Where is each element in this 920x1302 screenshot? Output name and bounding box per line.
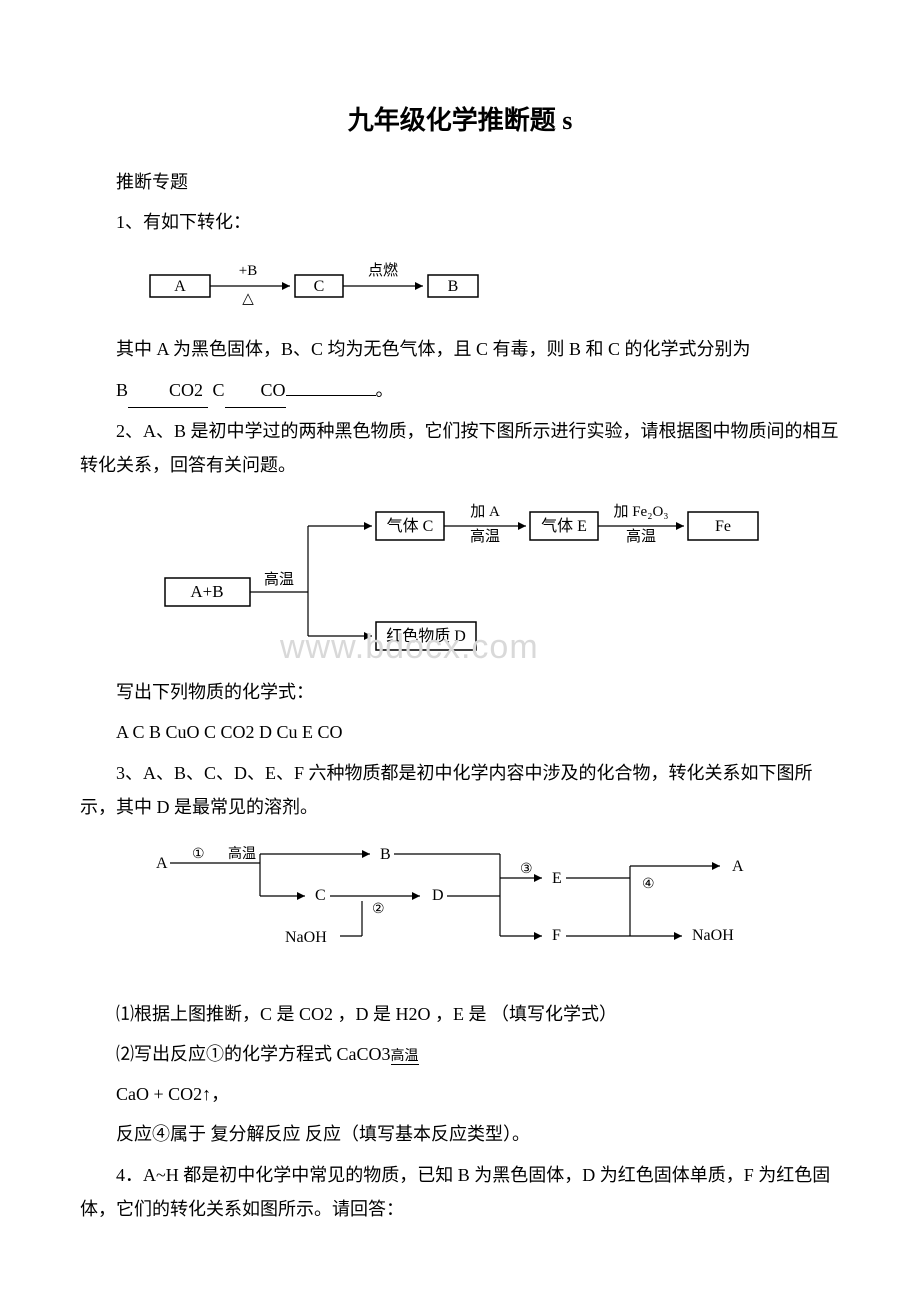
question-4-stem: 4．A~H 都是初中化学中常见的物质，已知 B 为黑色固体，D 为红色固体单质，… bbox=[80, 1158, 840, 1226]
svg-text:Fe: Fe bbox=[715, 518, 731, 535]
svg-text:B: B bbox=[380, 846, 391, 863]
svg-text:红色物质 D: 红色物质 D bbox=[386, 627, 466, 645]
svg-text:A: A bbox=[732, 858, 744, 875]
ans-end: 。 bbox=[376, 380, 394, 400]
figure-2-wrap: A+B 高温 气体 C 红色物质 D 加 A 高温 气体 E bbox=[140, 496, 840, 661]
heading-intro: 推断专题 bbox=[80, 165, 840, 199]
ans-b-value: CO2 bbox=[128, 373, 208, 408]
svg-text:高温: 高温 bbox=[228, 845, 256, 862]
svg-text:①: ① bbox=[192, 847, 205, 862]
svg-text:高温: 高温 bbox=[626, 528, 656, 545]
question-3-eq-continue: CaO + CO2↑， bbox=[80, 1077, 840, 1111]
fig2-svg: A+B 高温 气体 C 红色物质 D 加 A 高温 气体 E bbox=[140, 496, 780, 656]
question-3-part3: 反应④属于 复分解反应 反应（填写基本反应类型）。 bbox=[80, 1117, 840, 1151]
question-3-part2: ⑵写出反应①的化学方程式 CaCO3高温 bbox=[80, 1037, 840, 1071]
ans-b-label: B bbox=[116, 380, 128, 400]
question-1-desc: 其中 A 为黑色固体，B、C 均为无色气体，且 C 有毒，则 B 和 C 的化学… bbox=[80, 332, 840, 366]
svg-text:③: ③ bbox=[520, 862, 533, 877]
svg-text:B: B bbox=[448, 278, 459, 295]
page-title: 九年级化学推断题 s bbox=[80, 100, 840, 137]
question-1-answer: BCO2 CCO 。 bbox=[80, 373, 840, 408]
question-1-stem: 1、有如下转化： bbox=[80, 205, 840, 239]
svg-text:D: D bbox=[432, 887, 444, 904]
question-2-answer: A C B CuO C CO2 D Cu E CO bbox=[80, 715, 840, 749]
svg-text:F: F bbox=[552, 927, 561, 944]
figure-3: A ① 高温 B C ② D NaOH bbox=[140, 838, 840, 983]
fig3-svg: A ① 高温 B C ② D NaOH bbox=[140, 838, 820, 978]
svg-text:高温: 高温 bbox=[264, 571, 294, 588]
svg-text:+B: +B bbox=[239, 263, 257, 279]
svg-text:点燃: 点燃 bbox=[368, 261, 398, 279]
svg-text:②: ② bbox=[372, 902, 385, 917]
question-2-stem: 2、A、B 是初中学过的两种黑色物质，它们按下图所示进行实验，请根据图中物质间的… bbox=[80, 414, 840, 482]
fig1-svg: A +B △ C 点燃 B bbox=[140, 253, 500, 313]
svg-text:④: ④ bbox=[642, 877, 655, 892]
svg-text:△: △ bbox=[242, 291, 254, 307]
question-3-stem: 3、A、B、C、D、E、F 六种物质都是初中化学内容中涉及的化合物，转化关系如下… bbox=[80, 756, 840, 824]
svg-text:C: C bbox=[315, 887, 326, 904]
svg-text:C: C bbox=[314, 278, 325, 295]
svg-text:气体 C: 气体 C bbox=[387, 517, 434, 535]
svg-text:E: E bbox=[552, 870, 562, 887]
ans-c-label: C bbox=[213, 380, 225, 400]
figure-1: A +B △ C 点燃 B bbox=[140, 253, 840, 318]
svg-text:加 Fe₂O₃: 加 Fe₂O₃ bbox=[613, 503, 668, 520]
svg-text:NaOH: NaOH bbox=[285, 929, 327, 946]
question-3-part1: ⑴根据上图推断，C 是 CO2 ，D 是 H2O ，E 是 （填写化学式） bbox=[80, 997, 840, 1031]
svg-text:A: A bbox=[174, 278, 186, 295]
condition-sup: 高温 bbox=[391, 1049, 419, 1065]
svg-text:加 A: 加 A bbox=[470, 503, 500, 520]
svg-text:NaOH: NaOH bbox=[692, 927, 734, 944]
svg-text:高温: 高温 bbox=[470, 528, 500, 545]
question-2-prompt: 写出下列物质的化学式： bbox=[80, 675, 840, 709]
ans-c-value: CO bbox=[225, 373, 286, 408]
ans-blank bbox=[286, 395, 376, 396]
q3p2-pre: ⑵写出反应①的化学方程式 CaCO3 bbox=[116, 1044, 391, 1064]
svg-text:A: A bbox=[156, 855, 168, 872]
document-page: 九年级化学推断题 s 推断专题 1、有如下转化： A +B △ C 点燃 B 其… bbox=[0, 0, 920, 1292]
svg-text:A+B: A+B bbox=[190, 582, 223, 601]
svg-text:气体 E: 气体 E bbox=[541, 517, 587, 535]
